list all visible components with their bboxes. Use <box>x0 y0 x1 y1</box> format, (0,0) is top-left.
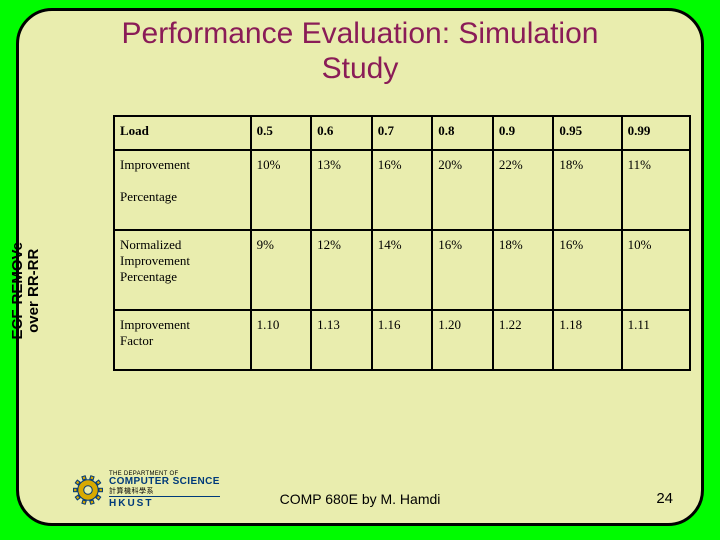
slide-title: Performance Evaluation: Simulation Study <box>19 17 701 86</box>
data-cell: 1.13 <box>311 310 372 370</box>
row-label: ImprovementFactor <box>114 310 251 370</box>
page-number: 24 <box>656 490 673 507</box>
header-cell: 0.5 <box>251 116 312 150</box>
data-cell: 1.16 <box>372 310 433 370</box>
data-cell: 18% <box>553 150 621 230</box>
slide-background: Performance Evaluation: Simulation Study… <box>0 0 720 540</box>
data-cell: 1.20 <box>432 310 493 370</box>
table-header-row: Load0.50.60.70.80.90.950.99 <box>114 116 690 150</box>
data-cell: 16% <box>432 230 493 310</box>
data-cell: 18% <box>493 230 554 310</box>
data-cell: 9% <box>251 230 312 310</box>
data-cell: 12% <box>311 230 372 310</box>
table-row: ImprovementFactor1.101.131.161.201.221.1… <box>114 310 690 370</box>
results-table: Load0.50.60.70.80.90.950.99Improvement P… <box>113 115 691 371</box>
table-row: Improvement Percentage10%13%16%20%22%18%… <box>114 150 690 230</box>
slide-panel: Performance Evaluation: Simulation Study… <box>16 8 704 526</box>
title-line-2: Study <box>322 52 399 85</box>
data-cell: 16% <box>372 150 433 230</box>
results-table-wrap: Load0.50.60.70.80.90.950.99Improvement P… <box>113 115 691 371</box>
header-cell: 0.95 <box>553 116 621 150</box>
data-cell: 13% <box>311 150 372 230</box>
data-cell: 1.11 <box>622 310 690 370</box>
data-cell: 20% <box>432 150 493 230</box>
data-cell: 22% <box>493 150 554 230</box>
data-cell: 14% <box>372 230 433 310</box>
header-rowlabel: Load <box>114 116 251 150</box>
header-cell: 0.99 <box>622 116 690 150</box>
header-cell: 0.6 <box>311 116 372 150</box>
logo-line-big-1: COMPUTER SCIENCE <box>109 477 220 487</box>
vlabel-line-2: over RR-RR <box>25 249 42 333</box>
row-label: Improvement Percentage <box>114 150 251 230</box>
footer-text: COMP 680E by M. Hamdi <box>19 491 701 507</box>
title-line-1: Performance Evaluation: Simulation <box>122 17 599 50</box>
data-cell: 11% <box>622 150 690 230</box>
header-cell: 0.8 <box>432 116 493 150</box>
data-cell: 1.22 <box>493 310 554 370</box>
table-row: NormalizedImprovementPercentage9%12%14%1… <box>114 230 690 310</box>
data-cell: 1.18 <box>553 310 621 370</box>
header-cell: 0.9 <box>493 116 554 150</box>
header-cell: 0.7 <box>372 116 433 150</box>
vlabel-line-1: ECF-REMOVe <box>9 242 26 340</box>
data-cell: 10% <box>251 150 312 230</box>
data-cell: 10% <box>622 230 690 310</box>
data-cell: 16% <box>553 230 621 310</box>
row-label: NormalizedImprovementPercentage <box>114 230 251 310</box>
data-cell: 1.10 <box>251 310 312 370</box>
vertical-axis-label: ECF-REMOVe over RR-RR <box>13 211 39 371</box>
